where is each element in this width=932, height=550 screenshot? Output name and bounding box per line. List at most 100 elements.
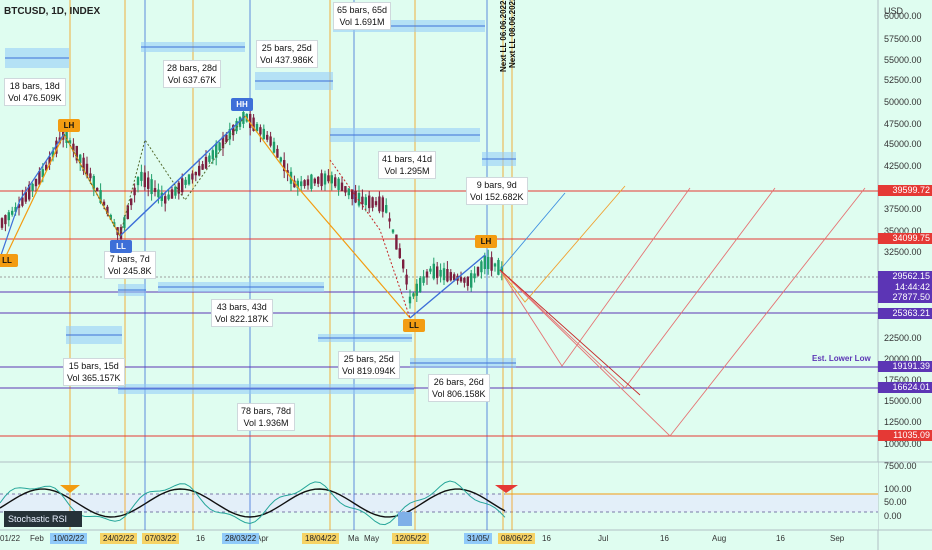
candle-body <box>317 176 320 184</box>
swing-line <box>409 254 486 319</box>
price-axis-label: 57500.00 <box>884 34 922 44</box>
date-axis-label: Jul <box>598 534 609 543</box>
candle-body <box>191 173 194 180</box>
candle-body <box>429 268 432 272</box>
candle-body <box>334 177 337 187</box>
price-tag[interactable]: 16624.01 <box>878 382 932 393</box>
price-axis-label: 52500.00 <box>884 75 922 85</box>
candle-body <box>487 256 490 269</box>
range-info-box: 7 bars, 7d Vol 245.8K <box>104 251 156 279</box>
candle-body <box>34 178 38 187</box>
date-axis-label: 16 <box>776 534 785 543</box>
candle-body <box>96 187 99 192</box>
candle-body <box>476 266 480 276</box>
stoch-k-line <box>0 480 506 526</box>
candle-body <box>266 134 269 140</box>
candle-body <box>147 177 150 189</box>
projection-line <box>499 269 641 396</box>
candle-body <box>184 179 187 185</box>
price-tag[interactable]: 14:44:42 <box>878 282 932 293</box>
candle-body <box>374 201 378 206</box>
candle-body <box>473 273 476 279</box>
candle-body <box>388 218 391 222</box>
range-info-box: 25 bars, 25d Vol 437.986K <box>256 40 318 68</box>
price-tag[interactable]: 34099.75 <box>878 233 932 244</box>
candle-body <box>68 140 72 144</box>
candle-body <box>204 156 208 169</box>
candle-body <box>480 261 483 273</box>
candle-body <box>320 173 323 187</box>
price-axis-label: 35000.00 <box>884 226 922 236</box>
candle-body <box>330 175 333 184</box>
next-ll-note: Next LL 06.06.2022 <box>499 0 508 72</box>
candle-body <box>279 157 282 162</box>
candle-body <box>300 181 303 187</box>
price-tag[interactable]: 39599.72 <box>878 185 932 196</box>
price-axis-label: 60000.00 <box>884 11 922 21</box>
swing-line <box>244 115 411 319</box>
date-axis-label: 16 <box>196 534 205 543</box>
candle-body <box>276 148 279 158</box>
symbol-title[interactable]: BTCUSD, 1D, INDEX <box>4 6 101 17</box>
candle-body <box>123 217 126 228</box>
candle-body <box>85 163 89 177</box>
candle-body <box>419 277 422 292</box>
candle-body <box>4 215 7 225</box>
candle-body <box>344 186 347 193</box>
price-tag[interactable]: 29562.15 <box>878 271 932 282</box>
candle-body <box>24 192 27 202</box>
candle-body <box>283 160 286 172</box>
candle-body <box>357 192 361 206</box>
price-axis-label: 20000.00 <box>884 354 922 364</box>
candle-body <box>463 277 466 283</box>
projection-line <box>499 187 866 437</box>
candle-body <box>62 127 65 140</box>
indicator-label[interactable]: Stochastic RSI <box>4 511 82 527</box>
date-highlight: 18/04/22 <box>302 533 340 544</box>
candle-body <box>385 205 388 213</box>
stoch-marker <box>398 512 412 526</box>
candle-body <box>0 218 4 228</box>
price-axis-label: 15000.00 <box>884 396 922 406</box>
range-info-box: 9 bars, 9d Vol 152.682K <box>466 177 528 205</box>
candle-body <box>249 113 252 129</box>
date-axis-label: 01/22 <box>0 534 21 543</box>
candle-body <box>75 145 78 161</box>
candle-body <box>347 188 350 196</box>
swing-line <box>0 133 65 259</box>
candle-body <box>211 150 214 160</box>
price-tag[interactable]: 25363.21 <box>878 308 932 319</box>
date-axis-label: Sep <box>830 534 845 543</box>
pivot-lh: LH <box>58 119 80 132</box>
candle-body <box>174 186 177 196</box>
candle-body <box>323 173 327 185</box>
candle-body <box>143 172 146 188</box>
candle-body <box>99 190 102 204</box>
price-axis-label: 47500.00 <box>884 119 922 129</box>
price-axis-label: 17500.00 <box>884 375 922 385</box>
candle-body <box>255 123 259 132</box>
candle-body <box>368 195 371 209</box>
price-tag[interactable]: 27877.50 <box>878 292 932 303</box>
range-info-box: 18 bars, 18d Vol 476.509K <box>4 78 66 106</box>
candle-body <box>109 214 112 220</box>
price-axis-label: 12500.00 <box>884 417 922 427</box>
price-axis-label: 50000.00 <box>884 97 922 107</box>
candle-body <box>153 188 157 192</box>
candle-body <box>55 140 58 154</box>
candle-body <box>136 177 140 186</box>
stoch-d-line <box>0 488 506 518</box>
candle-body <box>102 201 106 206</box>
candle-body <box>48 156 51 165</box>
candle-body <box>446 268 449 282</box>
candle-body <box>364 197 367 206</box>
price-tag[interactable]: 19191.39 <box>878 361 932 372</box>
candle-body <box>45 164 48 171</box>
price-tag[interactable]: 11035.09 <box>878 430 932 441</box>
candle-body <box>337 178 340 190</box>
candle-body <box>31 183 34 191</box>
candle-body <box>150 179 153 195</box>
next-ll-note: Next LL 08.06.2022 <box>508 0 517 68</box>
stoch-band <box>0 494 878 512</box>
